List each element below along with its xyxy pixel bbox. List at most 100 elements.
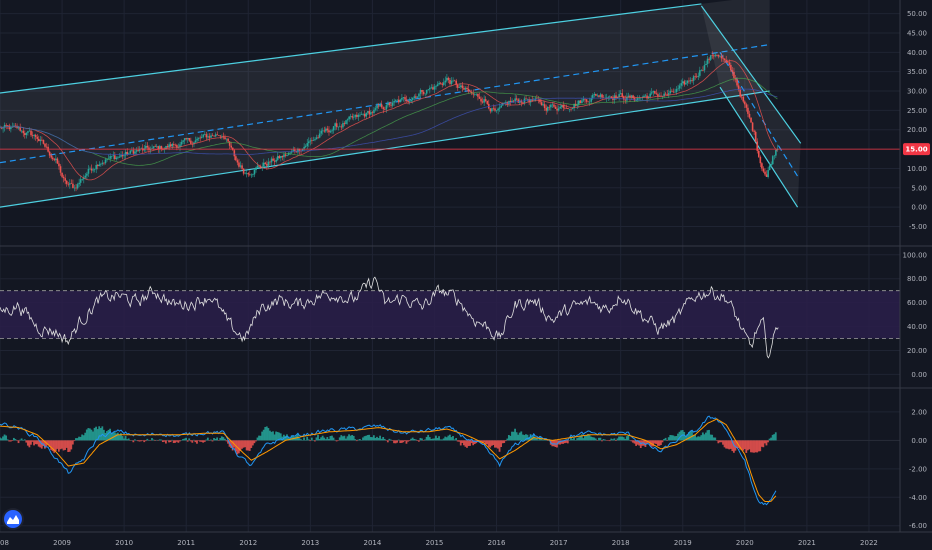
- candle-body: [126, 151, 129, 155]
- candle-body: [737, 85, 740, 90]
- macd-histogram-bar: [143, 440, 146, 443]
- candle-body: [281, 155, 284, 158]
- macd-histogram-bar: [684, 435, 687, 441]
- candle-body: [756, 141, 759, 151]
- candle-body: [699, 70, 701, 76]
- candle-body: [76, 184, 79, 189]
- logo-icon: [7, 515, 19, 524]
- macd-histogram-bar: [314, 440, 316, 442]
- candle-body: [716, 54, 718, 56]
- macd-histogram-bar: [584, 436, 586, 441]
- candle-body: [562, 105, 565, 108]
- candle-body: [596, 95, 599, 97]
- tradingview-logo[interactable]: [4, 510, 22, 528]
- macd-histogram-bar: [534, 437, 537, 441]
- macd-histogram-bar: [523, 435, 526, 441]
- candle-body: [37, 138, 40, 142]
- candle-body: [225, 138, 228, 140]
- candle-body: [384, 109, 386, 110]
- candle-body: [584, 98, 586, 100]
- macd-histogram-bar: [179, 440, 181, 442]
- macd-histogram-bar: [674, 436, 676, 441]
- price-pane[interactable]: [0, 0, 900, 208]
- macd-tick-label: 0.00: [911, 437, 927, 445]
- macd-histogram-bar: [582, 438, 585, 441]
- candle-body: [176, 145, 178, 148]
- candle-body: [397, 99, 400, 103]
- candle-body: [318, 133, 321, 138]
- candle-body: [672, 91, 675, 93]
- signal-line: [0, 418, 777, 502]
- macd-histogram-bar: [199, 440, 201, 442]
- candle-body: [652, 91, 655, 93]
- macd-histogram-bar: [736, 440, 738, 449]
- macd-histogram-bar: [286, 434, 288, 441]
- candle-body: [247, 173, 250, 175]
- candle-body: [93, 169, 96, 170]
- macd-histogram-bar: [627, 435, 630, 441]
- candle-body: [155, 146, 158, 147]
- candle-body: [477, 93, 479, 97]
- macd-histogram-bar: [742, 440, 745, 451]
- macd-histogram-bar: [722, 440, 724, 445]
- macd-histogram-bar: [110, 433, 113, 441]
- candle-body: [481, 101, 484, 103]
- candle-body: [415, 96, 417, 98]
- macd-histogram-bar: [712, 437, 715, 441]
- macd-histogram-bar: [562, 440, 565, 444]
- candle-body: [438, 82, 440, 85]
- candle-body: [55, 158, 57, 161]
- macd-histogram-bar: [31, 440, 34, 442]
- candle-body: [394, 100, 397, 101]
- macd-histogram-bar: [247, 440, 250, 451]
- candle-body: [750, 117, 752, 123]
- candle-body: [767, 170, 769, 178]
- candle-body: [326, 128, 329, 131]
- candle-body: [627, 95, 630, 97]
- candle-body: [618, 94, 620, 98]
- x-tick-label: 2018: [612, 539, 630, 547]
- rsi-pane[interactable]: [0, 276, 900, 359]
- candle-body: [301, 148, 304, 152]
- candle-body: [582, 98, 585, 101]
- candle-body: [159, 146, 161, 150]
- macd-histogram-bar: [211, 440, 214, 442]
- macd-histogram-bar: [253, 440, 256, 444]
- candle-body: [421, 90, 423, 92]
- candle-body: [255, 167, 257, 170]
- macd-histogram-bar: [492, 440, 495, 445]
- candle-body: [654, 91, 656, 94]
- price-tick-label: 10.00: [907, 165, 927, 173]
- candle-body: [587, 101, 589, 103]
- macd-pane[interactable]: [0, 415, 900, 506]
- macd-histogram-bar: [383, 438, 386, 441]
- candle-body: [117, 157, 119, 159]
- candle-body: [363, 113, 366, 117]
- macd-histogram-bar: [273, 434, 276, 441]
- candle-body: [757, 150, 760, 157]
- macd-histogram-bar: [483, 440, 485, 443]
- macd-histogram-bar: [121, 436, 124, 441]
- candle-body: [712, 55, 715, 57]
- macd-histogram-bar: [714, 437, 717, 441]
- macd-histogram-bar: [227, 440, 229, 444]
- candle-body: [179, 144, 181, 148]
- macd-histogram-bar: [408, 440, 411, 442]
- candle-body: [565, 107, 568, 109]
- candle-body: [329, 131, 332, 133]
- candle-body: [120, 155, 122, 157]
- macd-histogram-bar: [355, 440, 358, 442]
- macd-histogram-bar: [689, 430, 692, 441]
- macd-histogram-bar: [743, 440, 746, 450]
- macd-histogram-bar: [357, 439, 360, 441]
- macd-histogram-bar: [37, 440, 40, 447]
- macd-histogram-bar: [424, 439, 426, 441]
- candle-body: [8, 125, 11, 130]
- macd-histogram-bar: [501, 440, 504, 444]
- candle-body: [551, 104, 554, 106]
- macd-histogram-bar: [54, 440, 57, 452]
- candle-body: [270, 158, 273, 163]
- candle-body: [446, 77, 448, 81]
- macd-histogram-bar: [185, 437, 188, 441]
